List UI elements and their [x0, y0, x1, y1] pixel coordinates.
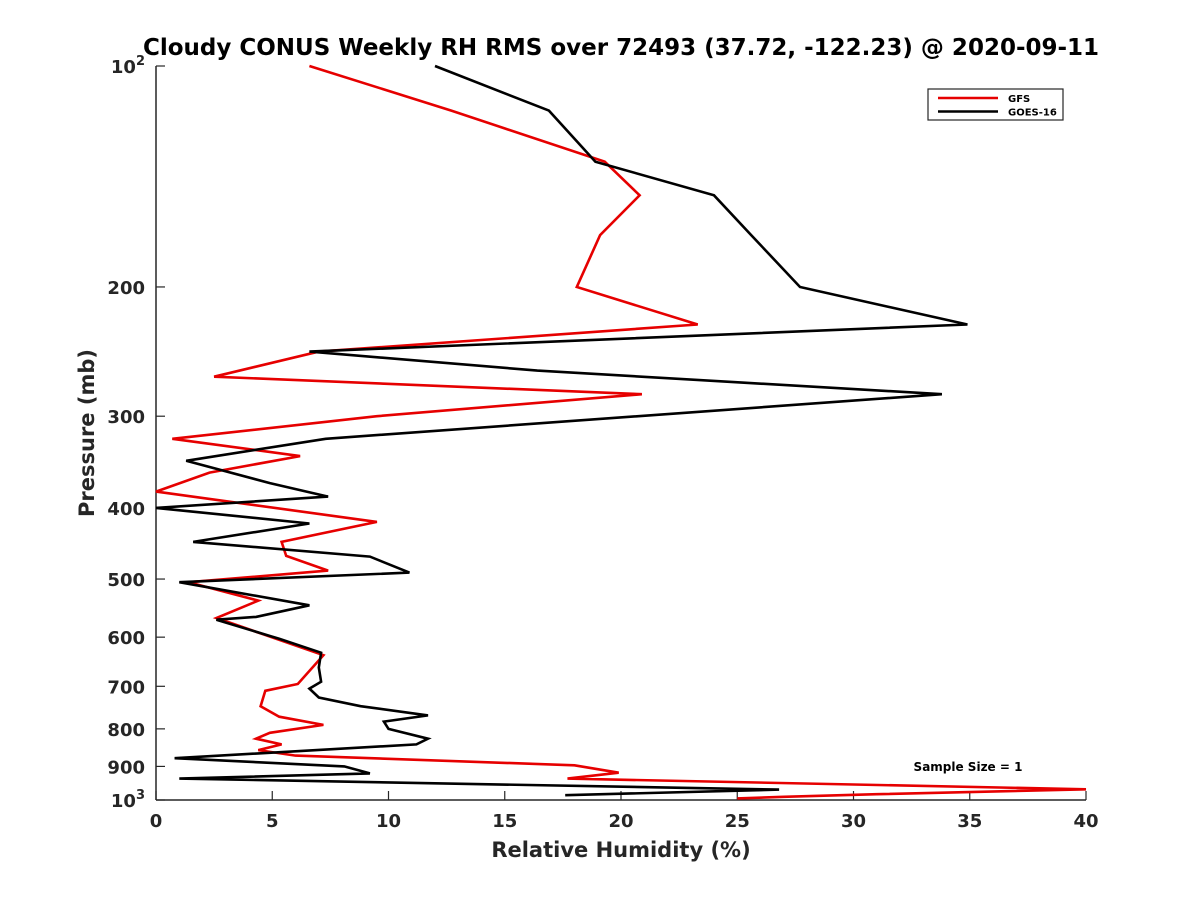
y-tick-label: 700	[107, 677, 145, 698]
y-tick-label: 200	[107, 278, 145, 299]
x-tick-label: 10	[376, 811, 401, 832]
x-tick-label: 0	[150, 811, 163, 832]
x-tick-label: 30	[841, 811, 866, 832]
y-tick-label: 102	[111, 54, 145, 78]
x-tick-label: 15	[492, 811, 517, 832]
x-tick-label: 40	[1073, 811, 1098, 832]
chart-title: Cloudy CONUS Weekly RH RMS over 72493 (3…	[143, 35, 1099, 61]
plot-area: 0 5 10 15 20 25 30 35 40 102 200 300 400 500 600 700 800…	[107, 54, 1098, 832]
y-tick-label: 600	[107, 628, 145, 649]
y-axis-label: Pressure (mb)	[75, 349, 99, 517]
legend: GFS GOES-16	[927, 88, 1064, 121]
series-line	[155, 64, 1087, 800]
y-tick-label: 800	[107, 720, 145, 741]
y-tick-label: 900	[107, 757, 145, 778]
series-gfs	[155, 64, 1087, 800]
legend-box	[927, 88, 1064, 121]
y-tick-label: 103	[111, 788, 145, 812]
series-line	[155, 64, 968, 797]
x-tick-label: 20	[608, 811, 633, 832]
sample-size-annotation: Sample Size = 1	[914, 760, 1023, 774]
x-tick-label: 35	[957, 811, 982, 832]
y-tick-label: 500	[107, 570, 145, 591]
x-tick-label: 25	[725, 811, 750, 832]
y-tick-label: 300	[107, 407, 145, 428]
legend-entry: GOES-16	[1008, 108, 1057, 119]
x-axis-label: Relative Humidity (%)	[491, 838, 750, 862]
x-tick-label: 5	[266, 811, 279, 832]
y-tick-label: 400	[107, 499, 145, 520]
legend-entry: GFS	[1008, 94, 1030, 105]
series-goes-16	[155, 64, 968, 797]
